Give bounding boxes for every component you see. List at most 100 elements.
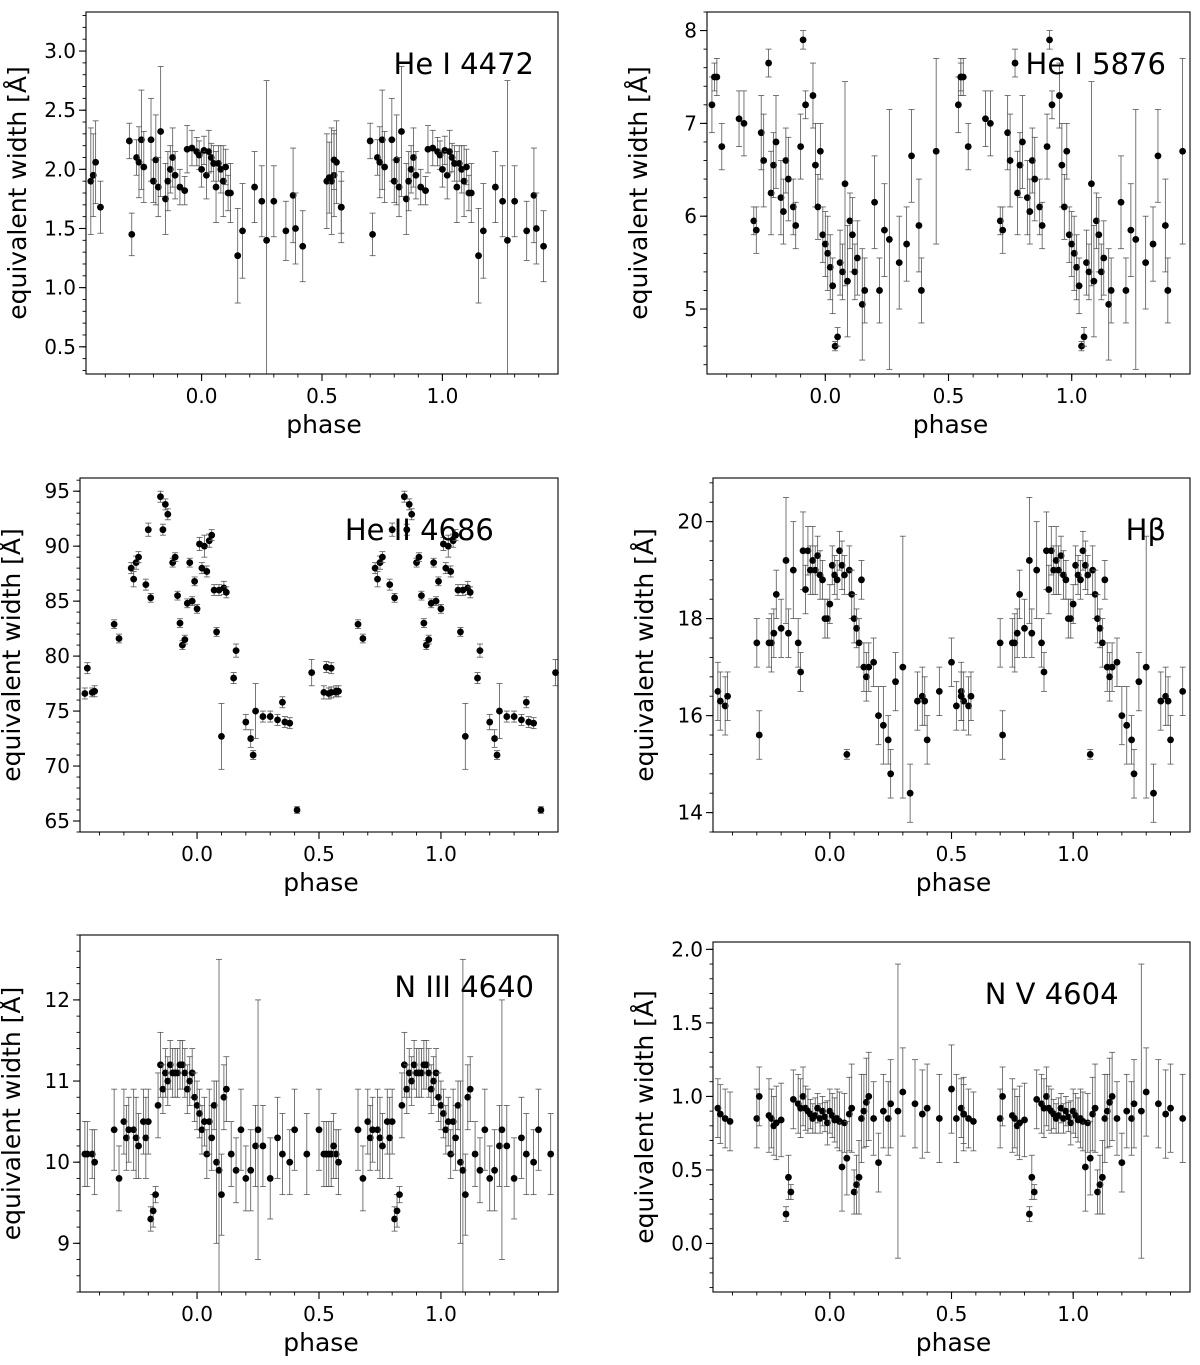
data-point-repeat (408, 1077, 416, 1085)
data-point-repeat (442, 1126, 450, 1134)
data-point (218, 732, 225, 740)
data-point-repeat (427, 1085, 435, 1093)
data-point-repeat (1067, 615, 1075, 623)
data-point-repeat (1118, 1159, 1126, 1166)
data-point (115, 635, 123, 642)
data-point (932, 147, 940, 155)
data-point (289, 191, 297, 199)
data-point (203, 171, 210, 179)
plot-frame (79, 477, 559, 833)
data-point-repeat (552, 669, 559, 676)
data-point-repeat (359, 1175, 367, 1182)
data-point-repeat (402, 195, 410, 203)
data-point (858, 1115, 865, 1122)
data-point-repeat (447, 568, 455, 575)
data-point (782, 557, 790, 564)
data-point (150, 177, 157, 185)
data-point-repeat (1016, 1119, 1024, 1127)
y-tick-label: 90 (45, 534, 70, 558)
data-point-repeat (532, 225, 540, 232)
data-point-repeat (503, 713, 511, 720)
data-point (839, 268, 846, 276)
data-point (772, 138, 780, 146)
data-point (179, 641, 186, 649)
data-point (923, 736, 931, 744)
data-point (952, 702, 960, 710)
data-point (166, 165, 174, 173)
panel-title: He I 4472 (394, 47, 534, 81)
data-point (811, 566, 819, 574)
data-point (757, 129, 765, 137)
data-point (247, 1166, 255, 1174)
data-point-repeat (425, 1069, 433, 1077)
data-point-repeat (1064, 1113, 1072, 1121)
data-point (875, 1159, 882, 1166)
data-point-repeat (1108, 1093, 1116, 1100)
data-point (282, 227, 290, 235)
data-point-repeat (405, 1069, 413, 1077)
data-point (787, 1188, 795, 1196)
data-point-repeat (359, 635, 367, 642)
data-point-repeat (1013, 629, 1021, 637)
data-point (841, 180, 849, 188)
data-point (83, 664, 91, 672)
plot-frame (712, 477, 1191, 833)
data-point-repeat (436, 151, 444, 159)
data-point-repeat (435, 1093, 442, 1101)
data-point (753, 639, 761, 647)
data-point (259, 713, 267, 720)
data-point-repeat (454, 1101, 462, 1109)
data-point (270, 197, 278, 205)
data-point-repeat (522, 1150, 530, 1158)
data-point (232, 647, 240, 655)
panel-h-beta: 14 16 18 20 0.0 0.5 1.0 Hβ phase equivalent width… (630, 477, 1191, 897)
y-tick-label: 85 (45, 589, 70, 613)
data-point-repeat (1060, 203, 1068, 211)
data-point-repeat (1045, 586, 1053, 593)
data-point (159, 526, 167, 534)
data-point (792, 222, 800, 229)
panel-title: N III 4640 (394, 970, 534, 1004)
data-point (853, 254, 861, 262)
data-point-repeat (471, 1150, 479, 1158)
data-point (135, 158, 143, 166)
data-point-repeat (398, 128, 405, 135)
data-point-repeat (455, 160, 463, 167)
data-point-repeat (1085, 268, 1093, 276)
data-point-repeat (376, 1134, 384, 1142)
data-point-repeat (439, 1110, 447, 1117)
data-point-repeat (1094, 1188, 1101, 1196)
data-point (154, 1101, 162, 1109)
data-point (911, 1100, 919, 1108)
data-point (252, 707, 259, 715)
data-point-repeat (1123, 721, 1131, 729)
data-point (222, 163, 230, 171)
data-point (935, 1115, 943, 1122)
data-point (215, 160, 222, 167)
data-point (159, 1085, 167, 1093)
y-axis-label: equivalent width [Å] (0, 987, 26, 1241)
data-point (850, 1188, 858, 1196)
y-axis-label: equivalent width [Å] (0, 528, 26, 782)
data-point-repeat (493, 751, 501, 759)
data-point (142, 1134, 150, 1142)
data-point (876, 287, 883, 294)
data-point-repeat (374, 1126, 381, 1134)
data-point (789, 1095, 797, 1103)
data-point-repeat (448, 154, 456, 161)
y-axis-label: equivalent width [Å] (3, 66, 32, 320)
data-point (887, 1100, 895, 1108)
data-point (219, 177, 227, 185)
y-tick-label: 3.0 (44, 39, 76, 63)
data-point (234, 252, 242, 260)
data-point-repeat (1157, 697, 1165, 705)
data-point-repeat (371, 564, 379, 572)
data-point (838, 561, 846, 569)
data-point-repeat (510, 1175, 518, 1182)
data-point (196, 1110, 203, 1117)
data-point-repeat (379, 1142, 386, 1150)
plot-frame (706, 11, 1191, 375)
data-point (894, 1107, 902, 1115)
data-point-repeat (1090, 277, 1098, 285)
data-point-repeat (1179, 1115, 1187, 1122)
